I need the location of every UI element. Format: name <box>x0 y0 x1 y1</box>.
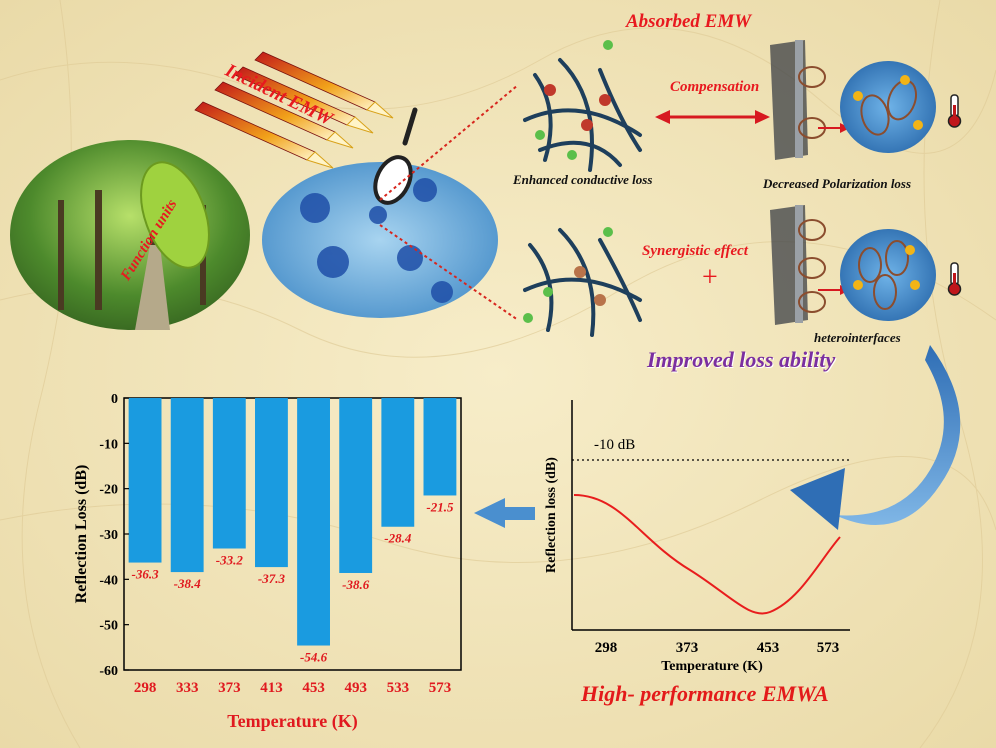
y-tick-label: 0 <box>111 392 118 407</box>
y-axis-title: Reflection Loss (dB) <box>73 465 90 604</box>
line-chart: -10 dB 298 373 453 573 Temperature (K) Reflect… <box>544 400 850 674</box>
interface-top <box>770 40 850 160</box>
x-tick-label: 573 <box>817 640 840 656</box>
x-tick-label: 533 <box>387 680 410 696</box>
magnifier-icon <box>373 107 418 205</box>
x-tick-label: 453 <box>757 640 780 656</box>
network-bottom <box>523 228 642 337</box>
x-tick-label: 493 <box>344 680 367 696</box>
y-tick-label: -10 <box>99 437 118 452</box>
bar <box>212 398 246 549</box>
reference-line-label: -10 dB <box>594 437 635 453</box>
y-tick-label: -40 <box>99 573 118 588</box>
x-tick-label: 298 <box>134 680 157 696</box>
bar-data-label: -28.4 <box>384 531 412 546</box>
zoom-line-bottom <box>379 224 519 321</box>
beam-arrowhead <box>346 116 374 134</box>
leaf-icon <box>140 161 210 269</box>
x-tick-label: 298 <box>595 640 618 656</box>
bar-data-label: -21.5 <box>426 499 454 514</box>
bar-data-label: -37.3 <box>258 571 286 586</box>
compensation-arrow <box>655 110 770 124</box>
beam-arrowhead <box>306 151 334 169</box>
bar-data-label: -54.6 <box>300 650 328 665</box>
heterointerfaces-label: heterointerfaces <box>814 330 901 345</box>
y-tick-label: -50 <box>99 619 118 634</box>
thermometer-icon <box>947 262 962 296</box>
rl-curve <box>573 494 841 615</box>
molecule-disc-top <box>840 61 936 153</box>
tree-photo <box>10 140 250 330</box>
improved-loss-label: Improved loss ability <box>647 347 836 372</box>
y-tick-label: -30 <box>99 528 118 543</box>
x-tick-label: 373 <box>218 680 241 696</box>
bar-data-label: -33.2 <box>216 553 244 568</box>
plus-sign: + <box>702 262 718 293</box>
compensation-label: Compensation <box>670 79 760 95</box>
incident-beams <box>194 51 394 169</box>
polarization-loss-label: Decreased Polarization loss <box>763 176 912 191</box>
y-tick-label: -60 <box>99 664 118 679</box>
bar <box>339 398 373 573</box>
x-tick-label: 373 <box>676 640 699 656</box>
bar <box>170 398 204 573</box>
charges-bottom <box>523 227 613 323</box>
left-arrow <box>474 498 535 528</box>
conductive-loss-label: Enhanced conductive loss <box>513 172 653 187</box>
bar <box>423 398 457 496</box>
bar-chart: -36.3 298 -38.4 333 -33.2 373 -37.3 413 -54.6 453… <box>73 392 462 732</box>
synergistic-label: Synergistic effect <box>642 243 748 259</box>
material-disc <box>262 162 498 318</box>
bar-data-label: -36.3 <box>132 567 160 582</box>
x-tick-label: 453 <box>302 680 325 696</box>
bar <box>128 398 162 563</box>
thermometer-icon <box>947 94 962 128</box>
absorbed-emw-label: Absorbed EMW <box>626 11 752 32</box>
beam-arrowhead <box>326 131 354 149</box>
x-tick-label: 333 <box>176 680 199 696</box>
x-tick-label: 573 <box>429 680 452 696</box>
x-axis-title: Temperature (K) <box>661 659 763 674</box>
x-axis-title: Temperature (K) <box>227 711 357 732</box>
charges-top <box>535 40 613 160</box>
network-top <box>523 58 642 172</box>
y-tick-label: -20 <box>99 483 118 498</box>
y-axis-title: Reflection loss (dB) <box>544 457 559 573</box>
beam-arrowhead <box>366 101 394 119</box>
high-performance-label: High- performance EMWA <box>581 681 829 706</box>
bar <box>297 398 330 646</box>
x-tick-label: 413 <box>260 680 283 696</box>
curved-arrow <box>790 345 961 530</box>
molecule-disc-bottom <box>840 229 936 321</box>
bar-data-label: -38.4 <box>174 576 202 591</box>
bar-data-label: -38.6 <box>342 577 370 592</box>
bar <box>381 398 415 527</box>
bar <box>255 398 288 568</box>
